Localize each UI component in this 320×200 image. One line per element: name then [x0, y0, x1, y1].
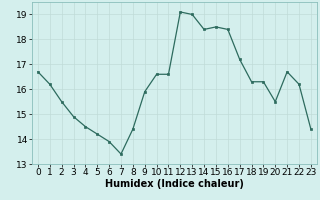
X-axis label: Humidex (Indice chaleur): Humidex (Indice chaleur) — [105, 179, 244, 189]
